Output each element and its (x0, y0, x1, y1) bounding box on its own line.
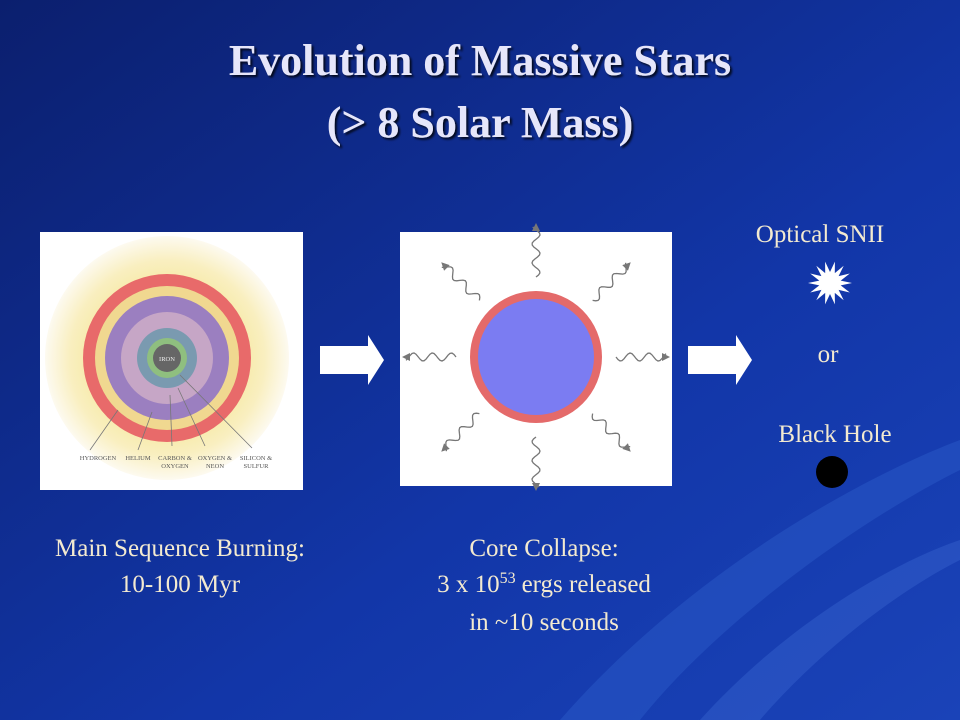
star-core (478, 299, 594, 415)
layer-label: SULFUR (244, 463, 270, 470)
layer-label: HYDROGEN (80, 455, 117, 462)
wave (445, 412, 480, 452)
onion-diagram: IRON HYDROGEN HELIUM CARBON &OXYGEN OXYGEN … (40, 232, 303, 490)
wave-head (532, 483, 540, 491)
wave (591, 413, 631, 448)
wave-head (441, 262, 450, 271)
wave (531, 226, 541, 278)
wave (441, 266, 481, 301)
caption: in ~10 seconds (469, 609, 619, 636)
arrow (688, 335, 752, 385)
outcome-label: Black Hole (778, 421, 891, 448)
wave (531, 436, 541, 488)
swoosh (560, 440, 960, 720)
caption: 10-100 Myr (120, 571, 241, 598)
caption: 3 x 1053 ergs released (437, 570, 651, 598)
wave-head (441, 443, 450, 452)
separator: or (818, 341, 840, 368)
swoosh (700, 540, 960, 720)
core-label: IRON (159, 356, 175, 363)
wave-head (532, 223, 540, 231)
wave-head (622, 443, 631, 452)
supernova-icon (808, 261, 852, 305)
wave (405, 352, 457, 362)
layer-label: NEON (206, 463, 224, 470)
core (153, 344, 181, 372)
layer-label: OXYGEN & (198, 455, 232, 462)
arrow (320, 335, 384, 385)
caption: Main Sequence Burning: (55, 535, 305, 562)
caption-text: 3 x 10 (437, 571, 500, 598)
collapse-diagram (400, 223, 672, 491)
caption-text: ergs released (522, 571, 652, 598)
title-line: (> 8 Solar Mass) (327, 98, 634, 147)
superscript: 53 (500, 570, 516, 587)
title-line: Evolution of Massive Stars (229, 36, 731, 85)
layer-label: CARBON & (158, 455, 192, 462)
layer-label: HELIUM (125, 455, 150, 462)
layer-label: OXYGEN (161, 463, 189, 470)
wave (615, 352, 667, 362)
wave-head (662, 353, 670, 361)
black-hole-icon (816, 456, 848, 488)
wave-head (622, 262, 631, 271)
wave-head (402, 353, 410, 361)
wave (592, 262, 627, 302)
caption: Core Collapse: (469, 535, 618, 562)
leader-lines (89, 374, 253, 451)
outcome-label: Optical SNII (756, 221, 884, 248)
layer-label: SILICON & (240, 455, 272, 462)
